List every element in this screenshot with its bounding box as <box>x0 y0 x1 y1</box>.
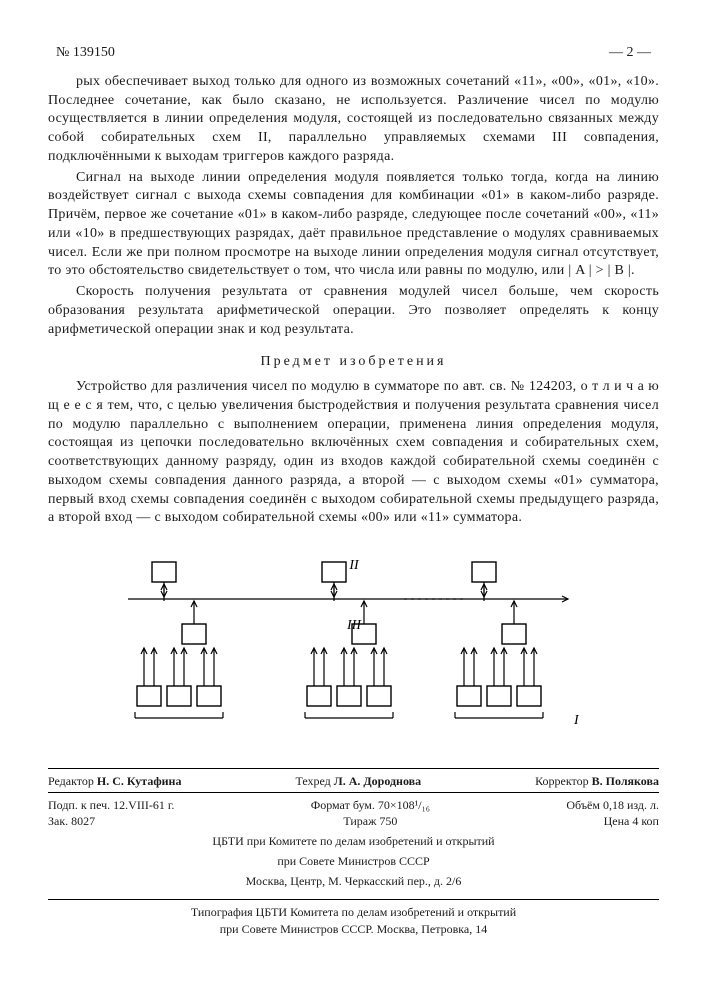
subject-heading: Предмет изобретения <box>48 353 659 372</box>
paper-format: Формат бум. 70×108¹/₁₆ <box>311 797 430 813</box>
techred: Техред Л. А. Дороднова <box>295 773 421 789</box>
volume: Объём 0,18 изд. л. <box>566 797 659 813</box>
svg-text:I: I <box>573 713 580 728</box>
svg-text:II: II <box>348 558 360 573</box>
page-header: № 139150 — 2 — <box>48 44 659 63</box>
typography-footer: Типография ЦБТИ Комитета по делам изобре… <box>48 899 659 936</box>
zak-number: Зак. 8027 <box>48 813 174 829</box>
paragraph-1: рых обеспечивает выход только для одного… <box>48 73 659 167</box>
paragraph-claim: Устройство для различения чисел по модул… <box>48 378 659 528</box>
imprint-block: Редактор Н. С. Кутафина Техред Л. А. Дор… <box>48 768 659 937</box>
typo-line-2: при Совете Министров СССР. Москва, Петро… <box>48 921 659 937</box>
org-line-2: при Совете Министров СССР <box>48 851 659 871</box>
org-line-1: ЦБТИ при Комитете по делам изобретений и… <box>48 831 659 851</box>
staff-row: Редактор Н. С. Кутафина Техред Л. А. Дор… <box>48 773 659 793</box>
signed-date: Подп. к печ. 12.VIII-61 г. <box>48 797 174 813</box>
tirage: Тираж 750 <box>311 813 430 829</box>
document-number: № 139150 <box>56 44 115 63</box>
print-row: Подп. к печ. 12.VIII-61 г. Зак. 8027 Фор… <box>48 793 659 831</box>
address: Москва, Центр, М. Черкасский пер., д. 2/… <box>48 871 659 891</box>
typo-line-1: Типография ЦБТИ Комитета по делам изобре… <box>48 904 659 920</box>
page: № 139150 — 2 — рых обеспечивает выход то… <box>0 20 707 957</box>
price: Цена 4 коп <box>566 813 659 829</box>
paragraph-3: Скорость получения результата от сравнен… <box>48 283 659 339</box>
page-number: — 2 — <box>609 44 651 63</box>
paragraph-2: Сигнал на выходе линии определения модул… <box>48 169 659 282</box>
svg-text:III: III <box>346 618 362 633</box>
editor: Редактор Н. С. Кутафина <box>48 773 181 789</box>
circuit-diagram: IIIIII <box>104 544 604 744</box>
diagram: IIIIII <box>48 530 659 754</box>
corrector: Корректор В. Полякова <box>535 773 659 789</box>
